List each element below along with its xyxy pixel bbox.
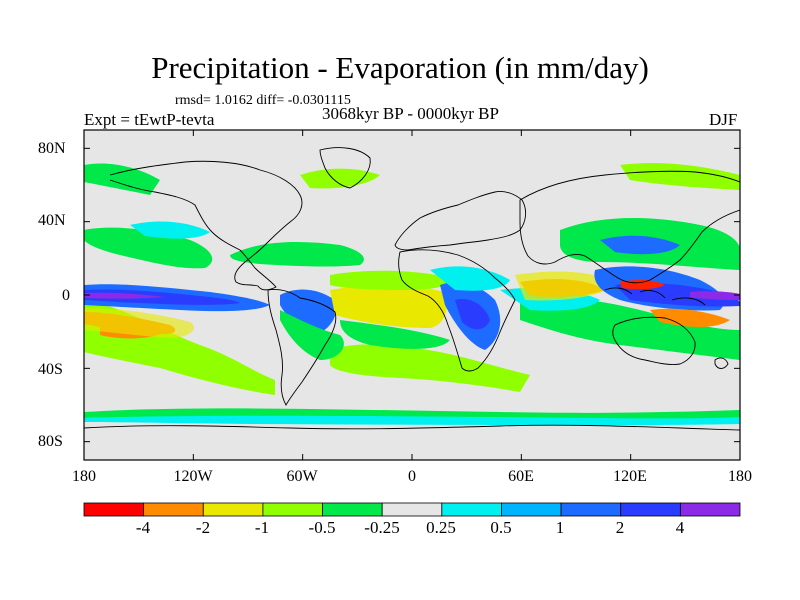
field-north-atlantic-green: [230, 242, 364, 267]
colorbar-label: -1: [254, 518, 270, 537]
coast-south-america: [267, 289, 337, 406]
lon-label-120e: 120E: [613, 468, 647, 485]
coastlines: [84, 147, 740, 431]
coast-europe: [394, 191, 527, 251]
lat-label-40n: 40N: [38, 212, 66, 229]
field-atlantic-south-green: [340, 320, 450, 349]
colorbar-label: 4: [675, 518, 685, 537]
field-samerica-blue: [280, 289, 337, 335]
colorbar-swatch: [679, 502, 741, 517]
field-eq-pacific-purple: [84, 292, 165, 299]
field-atlantic-north-green: [330, 270, 450, 290]
coast-africa: [398, 249, 516, 372]
lon-label-0: 0: [408, 468, 416, 485]
coast-north-america: [109, 160, 303, 291]
colorbar-label: 1: [555, 518, 565, 537]
field-pacific-yellow: [84, 308, 194, 338]
lon-label-60e: 60E: [508, 468, 534, 485]
field-atlantic-yellow: [330, 285, 447, 328]
colorbar-label: -4: [135, 518, 151, 537]
colorbar-label: -2: [195, 518, 211, 537]
axis-ticks: [83, 130, 741, 460]
lat-label-0: 0: [62, 287, 70, 304]
experiment-label: Expt = tEwtP-tevta: [84, 110, 215, 129]
field-north-pacific-cyan: [130, 221, 210, 239]
field-nw-pacific-blue: [600, 235, 680, 255]
lat-label-80s: 80S: [38, 433, 63, 450]
period-label: 3068kyr BP - 0000kyr BP: [322, 104, 499, 123]
field-africa-cyan: [430, 266, 510, 291]
coast-asia: [519, 170, 740, 284]
field-africa-dark: [455, 299, 490, 330]
field-australia-green: [600, 318, 680, 343]
lon-label-60w: 60W: [286, 468, 318, 485]
field-mc-red: [620, 279, 665, 290]
coast-greenland: [319, 147, 371, 189]
coast-australia: [612, 316, 696, 365]
colorbar-label: -0.25: [364, 518, 400, 537]
field-samerica-green: [280, 310, 344, 360]
colorbar-swatch: [501, 502, 562, 517]
coast-indonesia: [604, 287, 706, 306]
colorbar-label: 2: [615, 518, 625, 537]
colorbar-swatch: [322, 502, 383, 517]
colorbar-label: 0.5: [490, 518, 512, 537]
colorbar-swatch: [83, 502, 145, 517]
colorbar-label: -0.5: [308, 518, 336, 537]
lat-label-40s: 40S: [38, 361, 63, 378]
field-siberia-green: [620, 163, 740, 190]
coast-antarctica: [84, 424, 740, 431]
figure-title: Precipitation - Evaporation (in mm/day): [151, 50, 649, 85]
colorbar-swatch: [381, 502, 443, 517]
lon-label-180e: 180: [728, 468, 752, 485]
field-indian-yellow: [515, 271, 615, 301]
colorbar-swatch: [560, 502, 622, 517]
lon-label-180w: 180: [72, 468, 96, 485]
colorbar-swatch: [441, 502, 502, 517]
stats-text: rmsd= 1.0162 diff= -0.0301115: [175, 93, 351, 108]
field-wp-orange: [650, 308, 730, 327]
colorbar-swatch: [202, 502, 264, 517]
precip-field: [84, 163, 740, 426]
coast-nz: [714, 357, 729, 369]
colorbar-swatch: [262, 502, 323, 517]
colorbar: [83, 502, 741, 517]
colorbar-label: 0.25: [426, 518, 456, 537]
field-arctic-green: [84, 163, 160, 195]
field-antarctic-cyan: [84, 415, 740, 426]
lat-label-80n: 80N: [38, 140, 66, 157]
colorbar-swatch: [620, 502, 681, 517]
colorbar-swatch: [143, 502, 204, 517]
field-antarctic-green: [84, 408, 740, 420]
field-south-atlantic-green: [330, 344, 530, 392]
field-greenland-green: [300, 168, 380, 189]
field-mc-purple: [690, 291, 740, 300]
season-label: DJF: [709, 110, 738, 129]
lon-label-120w: 120W: [173, 468, 213, 485]
